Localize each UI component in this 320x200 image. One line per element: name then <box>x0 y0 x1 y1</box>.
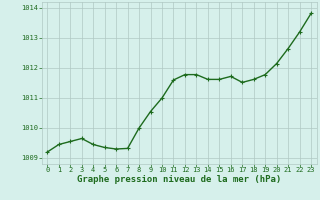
X-axis label: Graphe pression niveau de la mer (hPa): Graphe pression niveau de la mer (hPa) <box>77 175 281 184</box>
